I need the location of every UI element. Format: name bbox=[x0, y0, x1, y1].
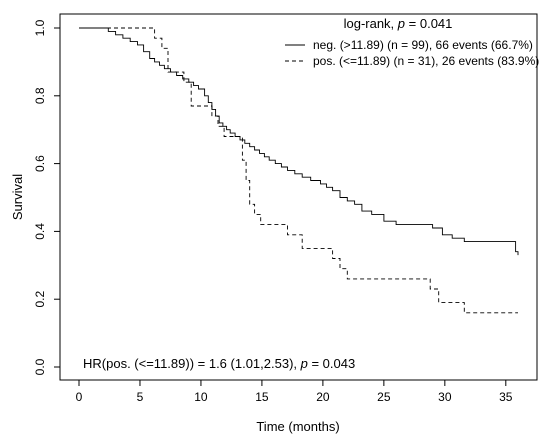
x-tick-label: 15 bbox=[255, 390, 269, 404]
x-axis: 0 5 10 15 20 25 30 35 bbox=[76, 379, 513, 404]
series-pos-curve bbox=[79, 27, 518, 314]
legend-label-pos: pos. (<=11.89) (n = 31), 26 events (83.9… bbox=[313, 54, 539, 68]
logrank-prefix: log-rank, bbox=[344, 16, 398, 31]
series-neg-curve bbox=[79, 27, 519, 256]
x-tick-label: 0 bbox=[76, 390, 83, 404]
x-tick-label: 35 bbox=[499, 390, 513, 404]
hr-annotation: HR(pos. (<=11.89)) = 1.6 (1.01,2.53), p … bbox=[83, 356, 355, 371]
y-axis-label: Survival bbox=[10, 174, 25, 220]
y-tick-label: 1.0 bbox=[33, 19, 47, 36]
legend: neg. (>11.89) (n = 99), 66 events (66.7%… bbox=[285, 38, 539, 68]
hr-prefix: HR(pos. (<=11.89)) = 1.6 (1.01,2.53), bbox=[83, 356, 301, 371]
y-tick-label: 0.4 bbox=[33, 223, 47, 240]
logrank-p-symbol: p bbox=[397, 16, 405, 31]
x-tick-label: 30 bbox=[438, 390, 452, 404]
logrank-annotation: log-rank, p = 0.041 bbox=[344, 16, 453, 31]
plot-frame bbox=[59, 13, 538, 381]
y-tick-label: 0.2 bbox=[33, 291, 47, 308]
hr-value: = 0.043 bbox=[308, 356, 355, 371]
x-tick-label: 10 bbox=[194, 390, 208, 404]
y-tick-label: 0.8 bbox=[33, 87, 47, 104]
y-tick-label: 0.0 bbox=[33, 358, 47, 375]
series-layer bbox=[79, 27, 519, 314]
legend-label-neg: neg. (>11.89) (n = 99), 66 events (66.7%… bbox=[313, 38, 533, 52]
hr-p-symbol: p bbox=[300, 356, 308, 371]
y-tick-label: 0.6 bbox=[33, 155, 47, 172]
x-tick-label: 25 bbox=[377, 390, 391, 404]
x-tick-label: 20 bbox=[316, 390, 330, 404]
y-axis: 0.0 0.2 0.4 0.6 0.8 1.0 bbox=[33, 19, 61, 375]
x-axis-label: Time (months) bbox=[256, 419, 339, 434]
x-tick-label: 5 bbox=[137, 390, 144, 404]
logrank-value: = 0.041 bbox=[405, 16, 452, 31]
